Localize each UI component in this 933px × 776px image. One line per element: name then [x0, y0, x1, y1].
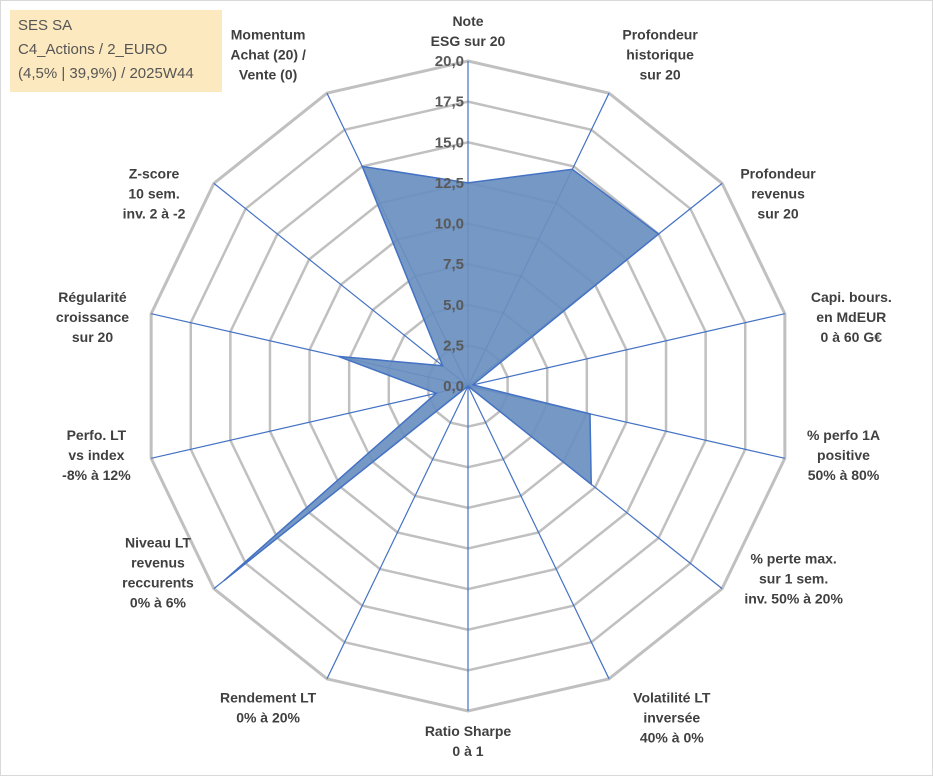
axis-label-line: reccurents — [122, 574, 194, 590]
tick-label: 12,5 — [435, 175, 464, 192]
axis-label-line: Vente (0) — [239, 67, 297, 83]
axis-label-line: sur 20 — [757, 205, 798, 221]
axis-label: Momentum Achat (20) / Vente (0) — [230, 27, 306, 83]
axis-labels: Note ESG sur 20 Profondeur historique sur 20… — [56, 13, 892, 759]
axis-label-line: 0 à 60 G€ — [821, 329, 883, 345]
axis-spoke — [326, 385, 469, 680]
tick-label: 15,0 — [435, 134, 464, 151]
axis-label-line: en MdEUR — [816, 309, 886, 325]
tick-label: 0,0 — [443, 378, 464, 395]
tick-labels: 0,0 2,5 5,0 7,5 10,0 12,5 15,0 17,5 20,0 — [435, 53, 464, 395]
axis-label: Régularité croissance sur 20 — [56, 289, 129, 345]
axis-spoke — [467, 313, 785, 387]
axis-label-line: 50% à 80% — [808, 467, 880, 483]
axis-label-line: % perte max. — [750, 551, 836, 567]
axis-label-line: 0% à 6% — [130, 594, 187, 610]
axis-label-line: inv. 2 à -2 — [123, 205, 186, 221]
axis-label-line: 0 à 1 — [452, 743, 483, 759]
axis-spoke — [467, 385, 610, 680]
info-box: SES SA C4_Actions / 2_EURO (4,5% | 39,9%… — [10, 10, 222, 92]
axis-label-line: Profondeur — [740, 165, 816, 181]
axis-label-line: sur 20 — [72, 329, 113, 345]
tick-label: 20,0 — [435, 53, 464, 70]
axis-label: Rendement LT 0% à 20% — [220, 689, 317, 725]
axis-label: Z-score 10 sem. inv. 2 à -2 — [123, 165, 186, 221]
axis-label: Volatilité LT inversée 40% à 0% — [633, 689, 711, 745]
axis-label: Profondeur revenus sur 20 — [740, 165, 816, 221]
axis-label-line: Achat (20) / — [230, 47, 306, 63]
axis-label-line: 40% à 0% — [640, 729, 704, 745]
axis-label-line: sur 20 — [639, 67, 680, 83]
axis-label: Profondeur historique sur 20 — [622, 27, 698, 83]
tick-label: 10,0 — [435, 216, 464, 233]
axis-label-line: Profondeur — [622, 27, 698, 43]
axis-label: Note ESG sur 20 — [431, 13, 506, 49]
axis-label-line: Momentum — [231, 27, 306, 43]
axis-label-line: Niveau LT — [125, 534, 191, 550]
axis-label-line: revenus — [751, 185, 805, 201]
axis-label-line: vs index — [68, 447, 124, 463]
axis-label-line: -8% à 12% — [62, 467, 131, 483]
axis-label: Capi. bours. en MdEUR 0 à 60 G€ — [811, 289, 892, 345]
axis-label-line: Z-score — [129, 165, 180, 181]
axis-label-line: ESG sur 20 — [431, 33, 506, 49]
info-company: SES SA — [18, 17, 73, 34]
axis-label-line: historique — [626, 47, 694, 63]
axis-label-line: % perfo 1A — [807, 427, 880, 443]
axis-spoke — [151, 385, 469, 459]
axis-label-line: revenus — [131, 554, 185, 570]
axis-label-line: Note — [452, 13, 483, 29]
axis-spoke — [213, 182, 469, 387]
axis-label-line: Capi. bours. — [811, 289, 892, 305]
axis-label: Niveau LT revenus reccurents 0% à 6% — [122, 534, 194, 610]
info-stats: (4,5% | 39,9%) / 2025W44 — [18, 65, 194, 82]
axis-label-line: sur 1 sem. — [759, 571, 828, 587]
axis-label: % perfo 1A positive 50% à 80% — [807, 427, 880, 483]
axis-label-line: positive — [817, 447, 870, 463]
axis-label-line: inv. 50% à 20% — [744, 591, 843, 607]
tick-label: 7,5 — [443, 256, 464, 273]
axis-label-line: Perfo. LT — [67, 427, 127, 443]
tick-label: 5,0 — [443, 297, 464, 314]
axis-label-line: 0% à 20% — [236, 709, 300, 725]
tick-label: 2,5 — [443, 337, 464, 354]
axis-label-line: Ratio Sharpe — [425, 723, 512, 739]
axis-label: % perte max. sur 1 sem. inv. 50% à 20% — [744, 551, 843, 607]
tick-label: 17,5 — [435, 94, 464, 111]
axis-label-line: inversée — [643, 709, 700, 725]
axis-label: Perfo. LT vs index -8% à 12% — [62, 427, 131, 483]
axis-label-line: 10 sem. — [128, 185, 179, 201]
axis-label-line: Rendement LT — [220, 689, 317, 705]
axis-label-line: Régularité — [58, 289, 127, 305]
series-area — [223, 165, 660, 582]
axis-label-line: croissance — [56, 309, 129, 325]
info-category: C4_Actions / 2_EURO — [18, 41, 168, 58]
axis-label: Ratio Sharpe 0 à 1 — [425, 723, 512, 759]
axis-label-line: Volatilité LT — [633, 689, 711, 705]
